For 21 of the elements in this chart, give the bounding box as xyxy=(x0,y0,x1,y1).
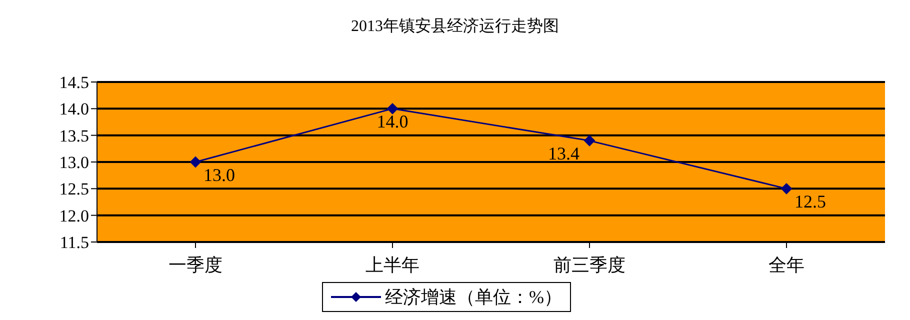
legend-label: 经济增速（单位：%） xyxy=(384,286,562,309)
point xyxy=(190,156,201,168)
y-tick-label: 13.0 xyxy=(59,153,89,172)
point xyxy=(584,135,595,146)
y-tick-label: 14.0 xyxy=(59,100,89,119)
x-tick-label: 前三季度 xyxy=(554,254,626,275)
data-label: 12.5 xyxy=(794,192,826,212)
y-tick-label: 12.5 xyxy=(59,180,89,199)
point xyxy=(781,183,792,194)
y-tick-label: 11.5 xyxy=(60,233,89,252)
x-tick-label: 一季度 xyxy=(168,254,222,275)
chart-title: 2013年镇安县经济运行走势图 xyxy=(350,16,560,37)
data-label: 13.0 xyxy=(204,165,235,185)
x-tick-label: 全年 xyxy=(768,254,804,275)
y-tick-label: 14.5 xyxy=(59,73,89,92)
data-label: 14.0 xyxy=(376,112,408,132)
data-label: 13.4 xyxy=(548,144,580,164)
point xyxy=(387,103,398,114)
y-tick-label: 13.5 xyxy=(59,126,89,146)
y-tick-label: 12.0 xyxy=(59,206,89,226)
x-tick-label: 上半年 xyxy=(366,254,420,275)
